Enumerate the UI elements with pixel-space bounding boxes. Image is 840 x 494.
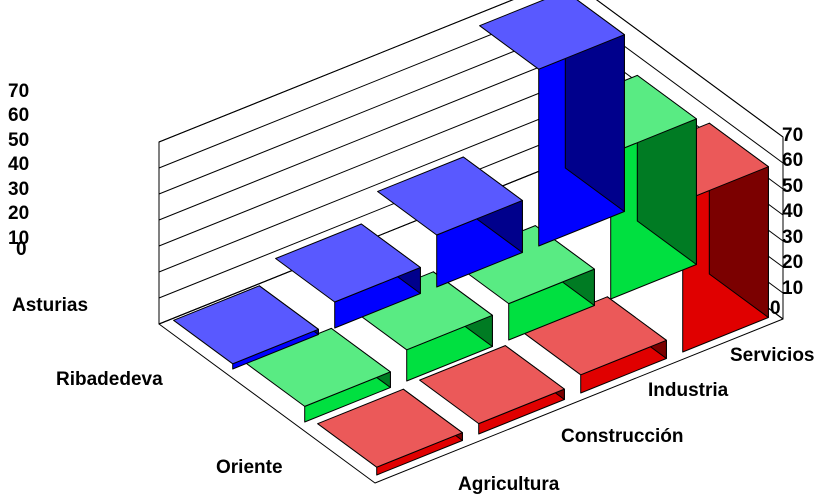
gridline-back-30 — [158, 81, 568, 247]
right-tick-20: 20 — [782, 252, 803, 273]
right-tick-10: 10 — [782, 278, 803, 299]
left-tick-40: 40 — [8, 154, 29, 175]
left-axis-ticks: 70 60 50 40 30 20 10 0 — [8, 81, 29, 260]
right-tick-40: 40 — [782, 201, 803, 222]
left-tick-10: 10 — [8, 228, 29, 249]
left-tick-50: 50 — [8, 130, 29, 151]
left-tick-20: 20 — [8, 203, 29, 224]
bar-ribadedeva-1 — [347, 271, 493, 382]
bar-asturias-3 — [479, 0, 625, 247]
right-axis-ticks: 70 60 50 40 30 20 10 0 — [770, 125, 803, 319]
chart-bars — [173, 0, 769, 476]
bar-oriente-2 — [521, 296, 667, 394]
right-tick-30: 30 — [782, 227, 803, 248]
bar-asturias-0 — [173, 285, 319, 370]
right-tick-50: 50 — [782, 176, 803, 197]
right-tick-70: 70 — [782, 125, 803, 146]
left-tick-60: 60 — [8, 105, 29, 126]
series-label-asturias: Asturias — [12, 295, 88, 316]
category-label-industria: Industria — [648, 380, 729, 401]
category-label-construccion: Construcción — [561, 426, 683, 447]
left-tick-30: 30 — [8, 179, 29, 200]
category-label-agricultura: Agricultura — [458, 474, 560, 494]
gridline-back-70 — [158, 0, 514, 143]
series-axis-labels: Asturias Ribadedeva Oriente — [12, 295, 283, 478]
bar-ribadedeva-0 — [245, 327, 391, 423]
category-axis-labels: Agricultura Construcción Industria Servi… — [458, 345, 815, 494]
gridline-back-20 — [158, 107, 568, 273]
category-label-servicios: Servicios — [730, 345, 815, 366]
bar-oriente-1 — [419, 345, 565, 435]
gridline-back-40 — [158, 55, 568, 221]
right-tick-60: 60 — [782, 150, 803, 171]
left-tick-70: 70 — [8, 81, 29, 102]
series-label-oriente: Oriente — [216, 457, 283, 478]
right-tick-0: 0 — [770, 298, 781, 319]
bar-oriente-0 — [317, 388, 463, 476]
bar-asturias-1 — [275, 223, 421, 329]
gridline-back-50 — [158, 29, 568, 195]
left-tick-0: 0 — [16, 239, 27, 260]
gridline-side-70 — [596, 0, 784, 138]
bar-ribadedeva-2 — [449, 225, 595, 341]
series-label-ribadedeva: Ribadedeva — [56, 369, 163, 390]
gridline-back-10 — [158, 133, 568, 299]
bar-asturias-2 — [377, 156, 523, 288]
